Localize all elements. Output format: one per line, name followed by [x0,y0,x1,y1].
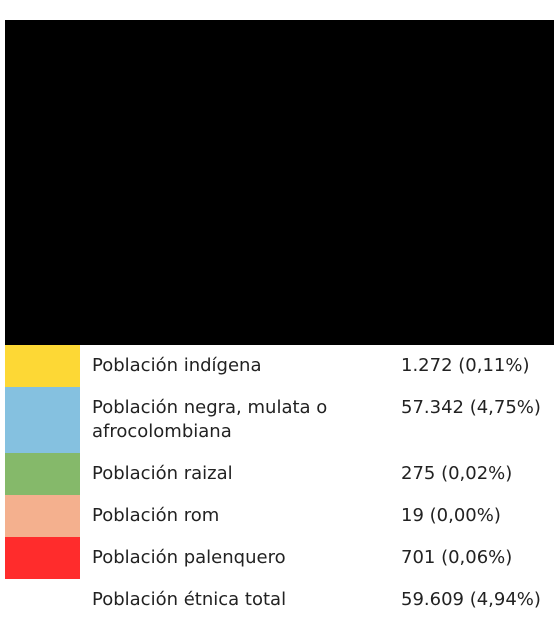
table-row: Población indígena 1.272 (0,11%) [5,345,554,387]
row-value: 19 (0,00%) [401,505,501,526]
row-label: Población étnica total [92,589,287,610]
row-label: Población raizal [92,463,233,484]
video-frame [5,20,554,345]
table-row: Población raizal 275 (0,02%) [5,453,554,495]
row-value: 701 (0,06%) [401,547,513,568]
row-value: 275 (0,02%) [401,463,513,484]
color-swatch [5,453,80,495]
row-label: Población rom [92,505,220,526]
color-swatch [5,495,80,537]
color-swatch [5,537,80,579]
row-label: Población palenquero [92,547,286,568]
table-row: Población étnica total 59.609 (4,94%) [5,579,554,621]
table-body: Población indígena 1.272 (0,11%) Población… [5,345,554,621]
ethnic-table: Población indígena 1.272 (0,11%) Población… [5,345,554,621]
table-row: Población negra, mulata o afrocolombiana… [5,387,554,453]
row-value: 57.342 (4,75%) [401,397,541,418]
row-label: Población negra, mulata o afrocolombiana [92,397,328,442]
table-row: Población palenquero 701 (0,06%) [5,537,554,579]
row-value: 1.272 (0,11%) [401,355,530,376]
color-swatch [5,579,80,621]
color-swatch [5,387,80,453]
table-row: Población rom 19 (0,00%) [5,495,554,537]
row-value: 59.609 (4,94%) [401,589,541,610]
color-swatch [5,345,80,387]
row-label: Población indígena [92,355,262,376]
